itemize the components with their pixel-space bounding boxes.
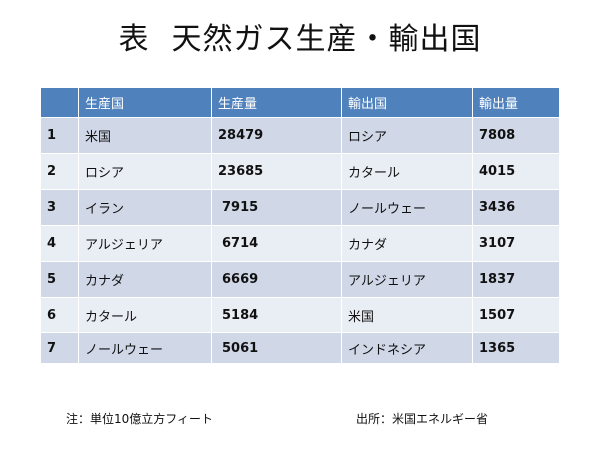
header-exports: 輸出量 [473, 88, 559, 118]
cell-exports: 1365 [473, 333, 559, 364]
cell-producer: アルジェリア [79, 226, 212, 262]
cell-production: 5061 [212, 333, 342, 364]
cell-rank: 2 [41, 154, 79, 190]
cell-producer: イラン [79, 190, 212, 226]
cell-exports: 7808 [473, 118, 559, 154]
table-row: 5 カナダ 6669 アルジェリア 1837 [41, 262, 559, 298]
cell-rank: 1 [41, 118, 79, 154]
header-rank [41, 88, 79, 118]
cell-exporter: カナダ [342, 226, 473, 262]
cell-rank: 3 [41, 190, 79, 226]
gas-table: 生産国 生産量 輸出国 輸出量 1 米国 28479 ロシア 7808 2 ロシ… [41, 88, 559, 364]
table-row: 1 米国 28479 ロシア 7808 [41, 118, 559, 154]
page-title: 表天然ガス生産・輸出国 [0, 20, 600, 60]
cell-producer: ロシア [79, 154, 212, 190]
cell-exporter: 米国 [342, 298, 473, 333]
cell-exports: 1507 [473, 298, 559, 333]
cell-producer: ノールウェー [79, 333, 212, 364]
footnote-unit: 注：単位10億立方フィート [66, 412, 214, 426]
cell-production: 7915 [212, 190, 342, 226]
cell-exports: 1837 [473, 262, 559, 298]
cell-producer: カタール [79, 298, 212, 333]
table-row: 2 ロシア 23685 カタール 4015 [41, 154, 559, 190]
cell-rank: 7 [41, 333, 79, 364]
footnote-source: 出所：米国エネルギー省 [356, 412, 489, 426]
cell-production: 28479 [212, 118, 342, 154]
cell-exporter: ロシア [342, 118, 473, 154]
cell-exporter: ノールウェー [342, 190, 473, 226]
cell-producer: カナダ [79, 262, 212, 298]
header-exporter: 輸出国 [342, 88, 473, 118]
table-header-row: 生産国 生産量 輸出国 輸出量 [41, 88, 559, 118]
cell-exports: 4015 [473, 154, 559, 190]
cell-exporter: アルジェリア [342, 262, 473, 298]
title-main: 天然ガス生産・輸出国 [171, 22, 482, 57]
cell-exports: 3436 [473, 190, 559, 226]
cell-exports: 3107 [473, 226, 559, 262]
cell-production: 23685 [212, 154, 342, 190]
header-production: 生産量 [212, 88, 342, 118]
cell-rank: 4 [41, 226, 79, 262]
cell-rank: 6 [41, 298, 79, 333]
table-row: 6 カタール 5184 米国 1507 [41, 298, 559, 333]
cell-exporter: カタール [342, 154, 473, 190]
cell-production: 5184 [212, 298, 342, 333]
header-producer: 生産国 [79, 88, 212, 118]
title-prefix: 表 [118, 22, 150, 57]
cell-producer: 米国 [79, 118, 212, 154]
table-row: 7 ノールウェー 5061 インドネシア 1365 [41, 333, 559, 364]
cell-production: 6714 [212, 226, 342, 262]
cell-exporter: インドネシア [342, 333, 473, 364]
cell-rank: 5 [41, 262, 79, 298]
cell-production: 6669 [212, 262, 342, 298]
table-row: 3 イラン 7915 ノールウェー 3436 [41, 190, 559, 226]
table-row: 4 アルジェリア 6714 カナダ 3107 [41, 226, 559, 262]
